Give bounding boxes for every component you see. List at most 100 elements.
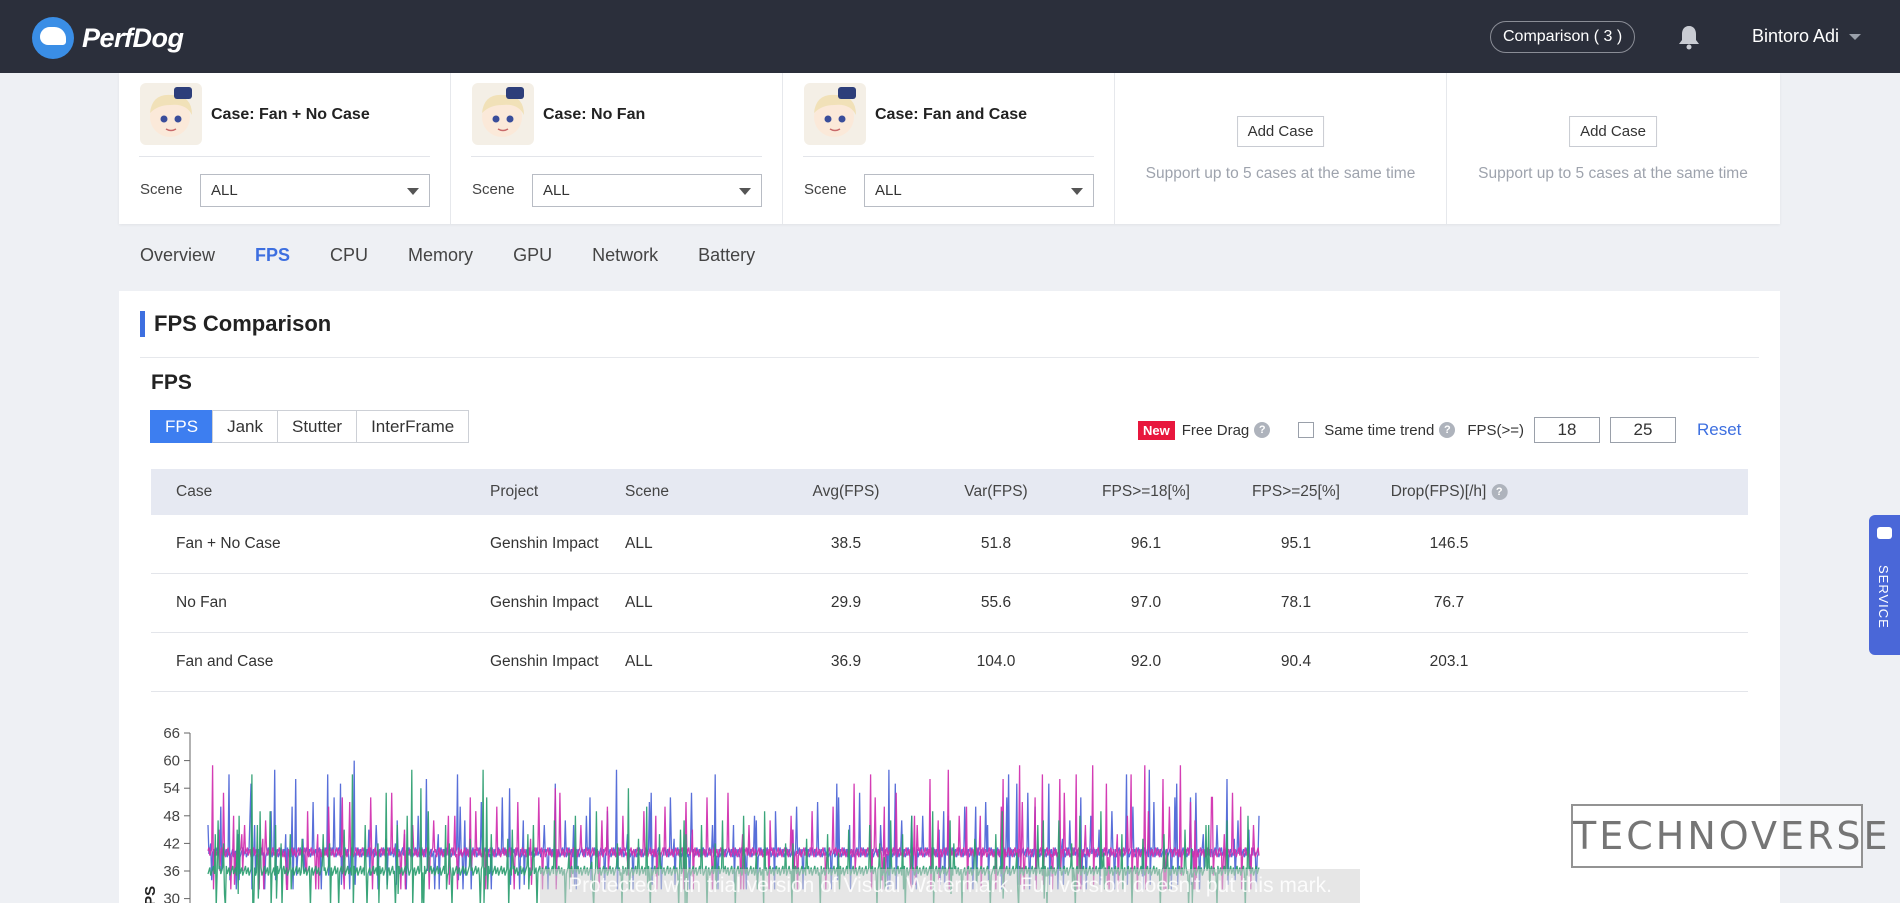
col-header-var-fps[interactable]: Var(FPS) [964,483,1028,500]
service-side-tab[interactable]: SERVICE [1869,515,1900,655]
perfdog-logo[interactable]: PerfDog [32,17,184,59]
user-name: Bintoro Adi [1752,26,1840,46]
tab-overview[interactable]: Overview [140,245,216,265]
add-case-slot: Add Case Support up to 5 cases at the sa… [1115,73,1447,224]
divider [139,156,430,157]
fps-stats-table: Case Project Scene Avg(FPS) Var(FPS) FPS… [151,469,1748,692]
trial-watermark: Protected with trial version of Visual W… [540,869,1360,903]
caret-down-icon [407,188,419,195]
case-avatar-icon [804,83,866,145]
scene-select[interactable]: ALL [200,174,430,207]
divider [140,357,1759,358]
cell-project: Genshin Impact [490,535,599,552]
tab-battery[interactable]: Battery [698,245,756,265]
col-header-avg-fps[interactable]: Avg(FPS) [812,483,880,500]
tab-gpu[interactable]: GPU [513,245,553,265]
divider [471,156,762,157]
service-label: SERVICE [1876,565,1891,629]
cell-scene: ALL [625,535,653,552]
y-axis-label: FPS [142,886,159,903]
top-navbar: PerfDog Comparison ( 3 ) Bintoro Adi [0,0,1900,73]
help-icon[interactable]: ? [1491,484,1508,500]
cell-fps-ge-18: 97.0 [1130,594,1162,611]
tab-memory[interactable]: Memory [408,245,474,265]
tab-network[interactable]: Network [592,245,659,265]
fps-comparison-panel: FPS Comparison FPS FPS Jank Stutter Inte… [119,291,1780,903]
y-tick-label: 42 [163,835,180,852]
add-case-hint: Support up to 5 cases at the same time [1145,165,1416,182]
chat-icon [1877,527,1892,539]
scene-label: Scene [472,181,515,198]
col-header-project[interactable]: Project [490,483,539,500]
scene-select-value: ALL [211,182,238,199]
case-title: Case: Fan and Case [875,106,1028,123]
scene-select-value: ALL [875,182,902,199]
same-time-trend-checkbox[interactable] [1298,422,1315,438]
tab-fps[interactable]: FPS [255,245,291,265]
scene-select[interactable]: ALL [532,174,762,207]
case-card: Case: Fan and Case Scene ALL [783,73,1115,224]
fps-threshold-input-2[interactable] [1610,417,1676,443]
y-tick-label: 36 [163,863,180,880]
user-menu[interactable]: Bintoro Adi [1752,26,1862,47]
table-header: Case Project Scene Avg(FPS) Var(FPS) FPS… [151,469,1748,515]
comparison-button[interactable]: Comparison ( 3 ) [1490,21,1636,53]
col-header-fps-ge-25[interactable]: FPS>=25[%] [1252,483,1340,500]
scene-select-value: ALL [543,182,570,199]
help-icon[interactable]: ? [1439,422,1456,438]
new-badge: New [1138,420,1175,440]
free-drag-label[interactable]: Free Drag [1181,421,1250,439]
col-header-case[interactable]: Case [176,483,213,500]
cell-var-fps: 55.6 [980,594,1012,611]
cell-var-fps: 51.8 [980,535,1012,552]
scene-select[interactable]: ALL [864,174,1094,207]
segment-stutter[interactable]: Stutter [276,410,358,443]
cell-drop-fps: 76.7 [1433,594,1465,611]
add-case-slot: Add Case Support up to 5 cases at the sa… [1447,73,1779,224]
table-row[interactable]: No Fan Genshin Impact ALL 29.9 55.6 97.0… [151,574,1748,633]
cell-project: Genshin Impact [490,653,599,670]
segment-jank[interactable]: Jank [212,410,278,443]
add-case-button[interactable]: Add Case [1569,116,1657,147]
cell-fps-ge-25: 90.4 [1280,653,1312,670]
add-case-button[interactable]: Add Case [1236,116,1325,147]
bell-icon[interactable] [1677,24,1701,50]
cell-avg-fps: 29.9 [830,594,862,611]
cell-project: Genshin Impact [490,594,599,611]
help-icon[interactable]: ? [1254,422,1271,438]
cell-scene: ALL [625,594,653,611]
cell-case: No Fan [176,594,227,611]
reset-link[interactable]: Reset [1697,420,1742,439]
metric-segmented-control: FPS Jank Stutter InterFrame [150,410,470,443]
segment-interframe[interactable]: InterFrame [356,410,470,443]
panel-title: FPS Comparison [140,311,331,337]
section-title: FPS [151,371,192,394]
caret-down-icon [739,188,751,195]
add-case-hint: Support up to 5 cases at the same time [1478,165,1748,182]
cell-fps-ge-18: 96.1 [1130,535,1162,552]
perfdog-logo-icon [32,17,74,59]
segment-fps[interactable]: FPS [150,410,214,443]
case-avatar-icon [140,83,202,145]
col-header-scene[interactable]: Scene [625,483,669,500]
table-row[interactable]: Fan + No Case Genshin Impact ALL 38.5 51… [151,515,1748,574]
fps-series-line [207,765,1260,891]
cell-fps-ge-18: 92.0 [1130,653,1162,670]
fps-threshold-input-1[interactable] [1534,417,1600,443]
col-header-drop-fps[interactable]: Drop(FPS)[/h] ? [1391,483,1508,501]
divider [803,156,1094,157]
technoverse-watermark-logo: TECHNOVERSE [1571,804,1888,868]
col-header-drop-fps-label: Drop(FPS)[/h] [1390,483,1487,500]
cell-var-fps: 104.0 [976,653,1016,670]
col-header-fps-ge-18[interactable]: FPS>=18[%] [1102,483,1190,500]
cell-avg-fps: 38.5 [830,535,862,552]
case-card: Case: No Fan Scene ALL [451,73,783,224]
scene-label: Scene [140,181,183,198]
case-selector-strip: Case: Fan + No Case Scene ALL Case: No F… [119,73,1780,224]
cell-case: Fan + No Case [176,535,281,552]
y-tick-label: 30 [163,891,180,903]
same-time-trend-label: Same time trend [1324,421,1435,439]
table-row[interactable]: Fan and Case Genshin Impact ALL 36.9 104… [151,633,1748,692]
cell-scene: ALL [625,653,653,670]
tab-cpu[interactable]: CPU [330,245,369,265]
